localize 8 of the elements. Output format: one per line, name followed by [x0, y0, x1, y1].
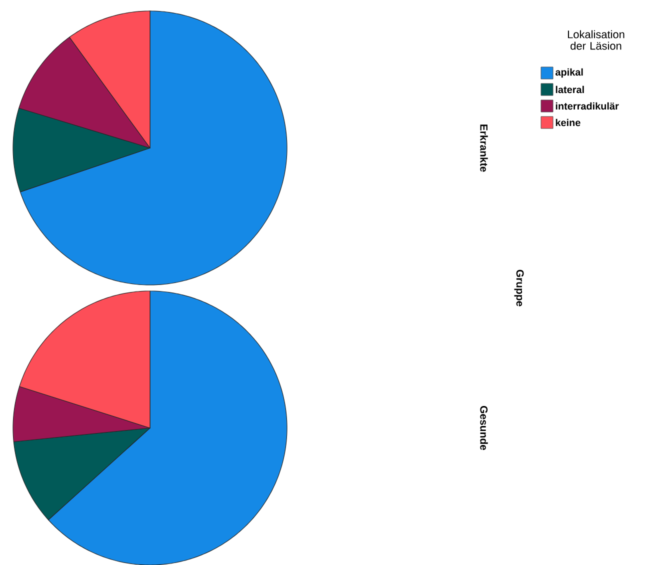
- legend-label: apikal: [556, 68, 583, 78]
- legend-title: Lokalisation der Läsion: [568, 30, 624, 50]
- legend-label: keine: [556, 118, 580, 126]
- text: Gruppe: [514, 270, 524, 306]
- legend-label: lateral: [556, 86, 584, 94]
- text: Gesunde: [480, 406, 488, 450]
- text: Erkrankte: [480, 124, 488, 172]
- legend-label: interradikulär: [556, 102, 619, 110]
